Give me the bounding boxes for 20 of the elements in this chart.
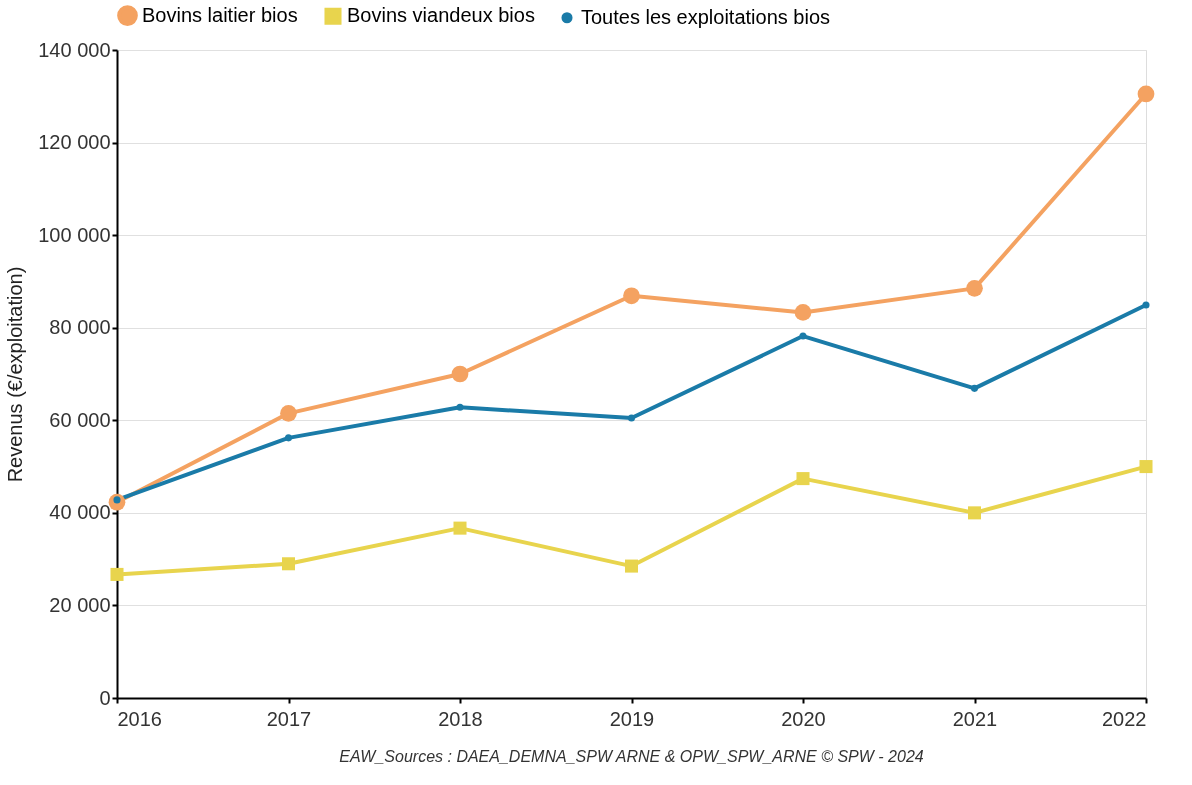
y-tick-label: 40 000 (49, 501, 111, 524)
y-tick-label: 0 (99, 686, 111, 709)
y-tick-label: 120 000 (38, 131, 111, 154)
x-tick-label: 2018 (438, 707, 483, 730)
y-tick-label: 20 000 (49, 593, 111, 616)
y-tick-label: 60 000 (49, 408, 111, 431)
y-axis-title: Revenus (€/exploitation) (4, 266, 27, 483)
y-tick-label: 80 000 (49, 316, 111, 339)
legend-label: Bovins viandeux bios (347, 4, 535, 27)
x-tick-label: 2020 (781, 707, 826, 730)
legend-label: Bovins laitier bios (142, 3, 298, 26)
y-tick-label: 100 000 (38, 223, 111, 246)
x-tick-label: 2017 (266, 707, 312, 730)
y-tick-label: 140 000 (38, 38, 111, 61)
x-tick-label: 2021 (952, 707, 998, 730)
legend-label: Toutes les exploitations bios (581, 5, 831, 28)
x-tick-label: 2019 (609, 707, 655, 730)
x-tick-label: 2016 (117, 707, 162, 730)
text: EAW_Sources : DAEA_DEMNA_SPW ARNE & OPW_SPW_ARNE © SPW - 2024 (339, 748, 924, 765)
x-tick-label: 2022 (1102, 707, 1147, 730)
